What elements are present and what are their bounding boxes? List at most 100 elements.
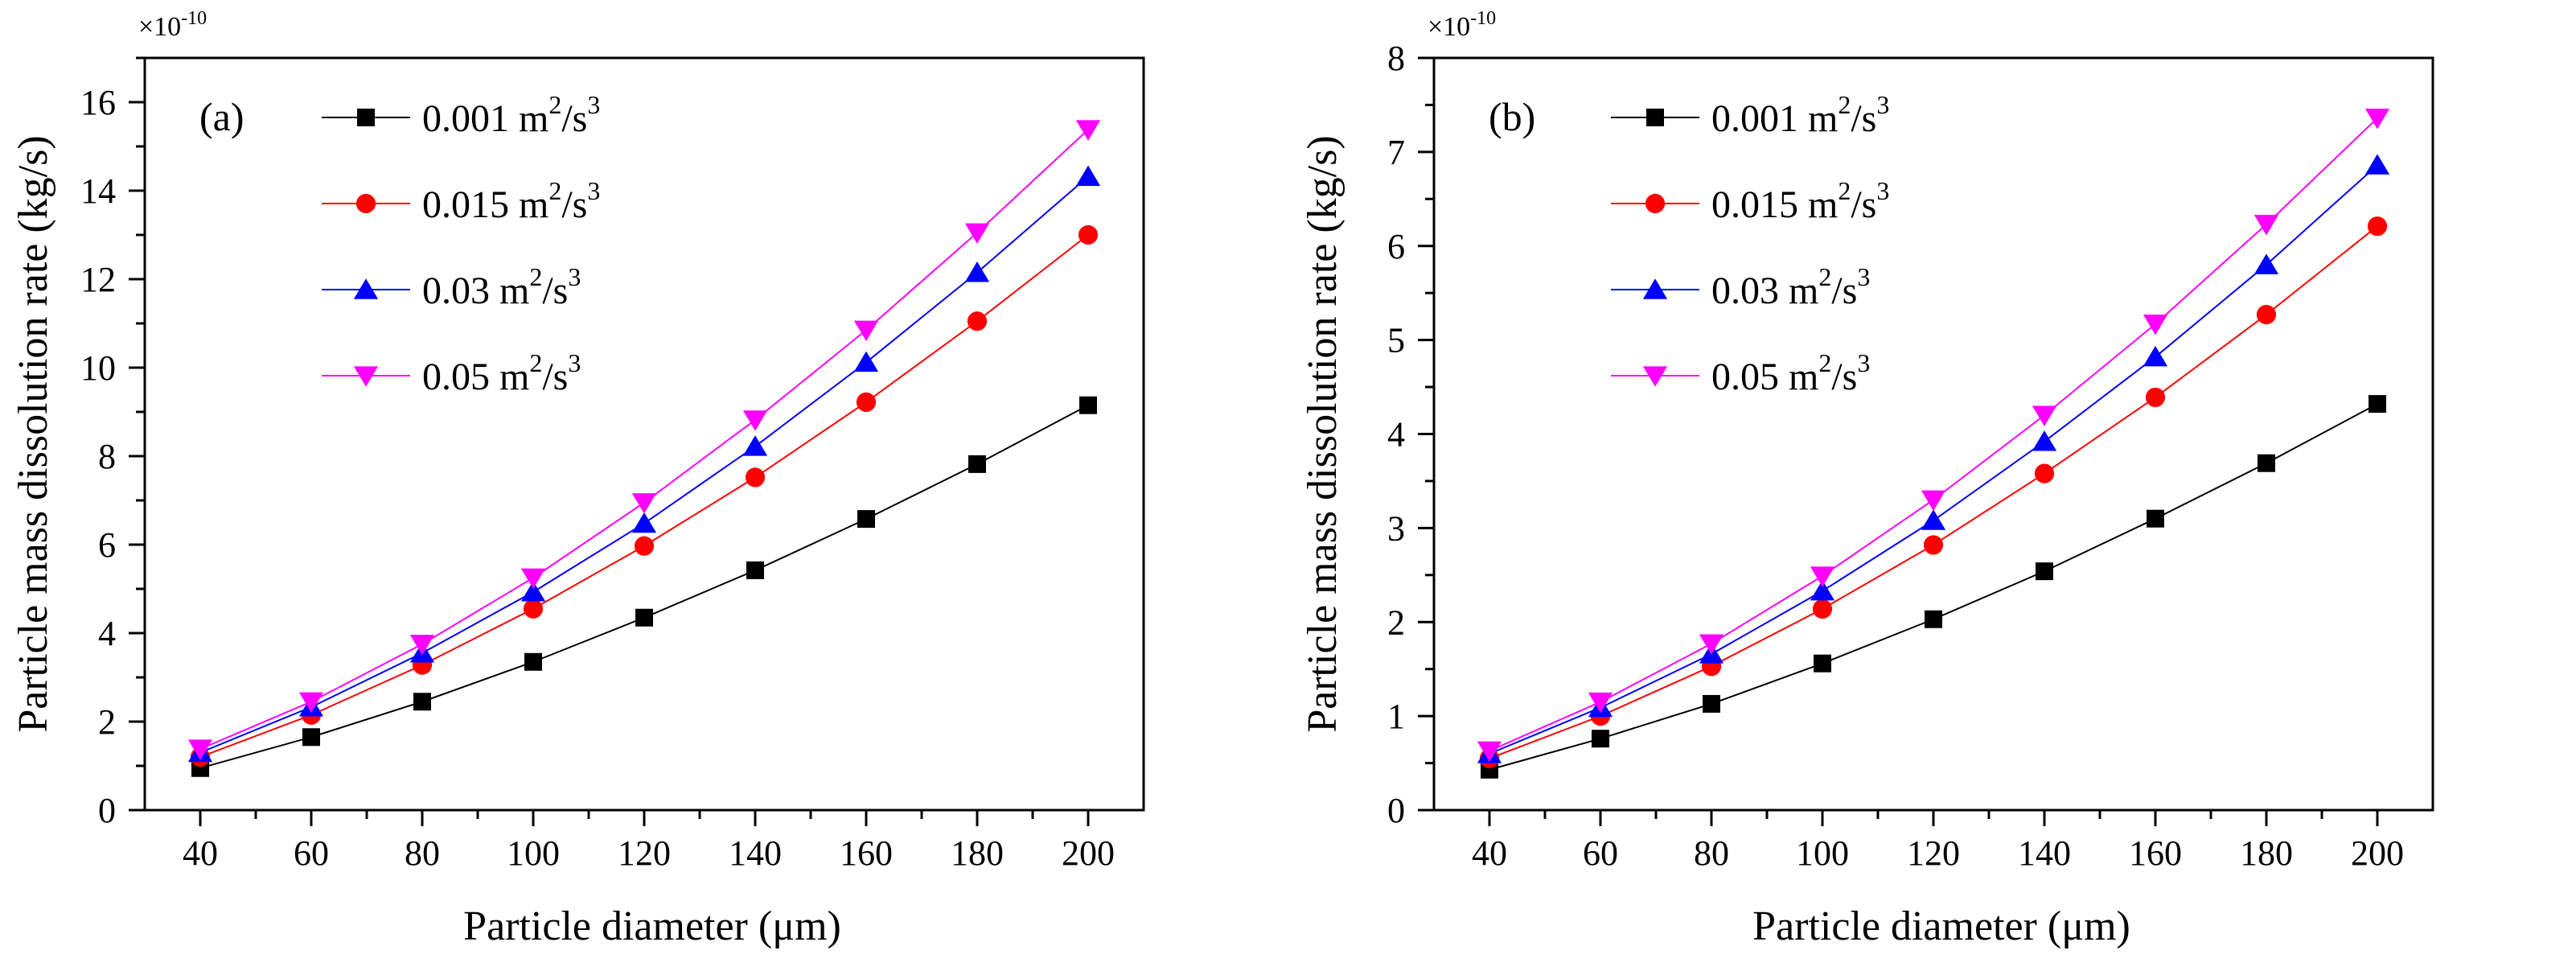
data-point-2-6 [853,351,879,372]
data-point-1-5 [2034,463,2055,483]
y-multiplier-base: ×10 [1428,12,1470,42]
data-point-0-7 [968,455,986,473]
data-point-2-5 [2032,430,2057,451]
y-multiplier-base: ×10 [138,12,181,42]
series-line-3 [1489,117,2378,752]
legend-entry-0: 0.001 m2/s3 [1611,90,1889,140]
x-tick-label: 40 [1472,833,1507,873]
legend-label: 0.03 m2/s3 [1711,262,1870,312]
data-point-3-7 [964,223,990,244]
data-point-0-1 [1592,730,1609,748]
data-point-1-8 [2367,216,2388,237]
data-point-2-7 [964,261,990,282]
x-tick-label: 140 [729,833,782,873]
series-0 [191,396,1097,777]
series-line-3 [199,129,1089,751]
legend-label-sup: 2 [1818,262,1831,291]
y-multiplier-exponent: -10 [1470,8,1496,29]
legend-marker [1645,193,1666,214]
data-point-2-7 [2253,253,2279,274]
legend-label: 0.001 m2/s3 [422,90,600,140]
legend-label-base: 0.03 m [1711,269,1818,312]
x-tick-label: 60 [294,833,329,873]
legend-label-sup: 2 [548,90,561,119]
legend-label-sup: 2 [529,348,542,377]
legend-label-sup: 2 [548,176,561,205]
x-tick-label: 200 [2351,833,2404,873]
legend-marker [357,109,375,126]
data-point-1-6 [2145,387,2166,408]
data-point-1-8 [1078,224,1099,245]
legend-label-sup: 2 [529,262,542,291]
series-2 [187,165,1101,763]
x-tick-label: 160 [2129,833,2182,873]
legend-label-base: 0.001 m [1711,97,1838,140]
legend-label-mid: /s [561,97,587,140]
legend-label: 0.05 m2/s3 [1711,348,1870,398]
data-point-3-4 [631,493,657,514]
legend-label-sup: 3 [568,348,581,377]
data-point-3-7 [2253,215,2279,236]
data-point-3-1 [1588,692,1613,714]
plot-frame [1432,56,2434,812]
y-tick-label: 0 [1387,791,1405,830]
data-point-0-7 [2258,454,2275,472]
legend-label-mid: /s [542,269,568,312]
series-line-0 [1489,403,2378,771]
data-point-0-3 [1814,654,1831,673]
data-point-2-5 [742,435,768,456]
data-point-0-1 [302,728,320,747]
data-point-2-6 [2143,345,2168,367]
y-tick-label: 14 [80,171,116,211]
data-point-0-2 [1703,694,1720,713]
legend-label-sup: 2 [1838,176,1851,205]
data-point-1-4 [1923,535,1944,555]
x-tick-label: 40 [183,833,218,873]
legend-label-mid: /s [1851,97,1876,140]
data-point-0-4 [1925,610,1942,628]
panel-label: (a) [199,94,244,139]
y-tick-label: 6 [98,525,116,565]
data-point-2-4 [631,512,657,533]
x-tick-label: 120 [618,833,671,873]
x-axis-title: Particle diameter (μm) [463,903,841,949]
series-2 [1477,154,2390,763]
legend-label-sup: 3 [1857,262,1870,291]
legend-entry-2: 0.03 m2/s3 [1611,262,1870,312]
series-3 [187,120,1101,760]
y-tick-label: 16 [80,83,116,122]
y-tick-label: 0 [98,791,116,830]
data-point-3-0 [187,739,213,760]
legend-label-base: 0.001 m [422,97,548,140]
y-tick-label: 5 [1387,321,1405,360]
legend-marker [355,193,376,214]
chart-b-svg: 40 60 80 100 120 140 160 180 200012345678Particl… [1300,8,2434,949]
y-tick-label: 4 [1387,415,1405,455]
data-point-1-5 [745,467,766,488]
y-tick-label: 2 [98,702,116,742]
data-point-3-5 [742,410,768,431]
data-point-0-6 [857,510,875,529]
data-point-1-7 [967,311,988,331]
data-point-0-8 [2369,395,2386,413]
x-axis-title: Particle diameter (μm) [1752,903,2130,949]
legend-label-base: 0.05 m [422,356,529,398]
legend-marker [353,366,379,387]
y-tick-label: 1 [1387,697,1405,736]
data-point-0-5 [2036,562,2053,581]
data-point-1-7 [2256,304,2277,325]
plot-frame [143,56,1145,812]
legend-entry-1: 0.015 m2/s3 [322,176,600,226]
data-point-3-3 [1810,566,1835,587]
legend-label-mid: /s [561,183,587,226]
data-point-0-6 [2147,509,2164,528]
y-tick-label: 12 [80,260,116,299]
y-tick-label: 3 [1387,508,1405,548]
chart-panel-b: 40 60 80 100 120 140 160 180 200 0 1 2 3 4 5 6 7 8 Particl… [1289,0,2576,971]
data-point-1-3 [1812,599,1833,619]
x-tick-label: 180 [2240,833,2293,873]
data-point-3-8 [1075,120,1101,141]
legend-entry-1: 0.015 m2/s3 [1611,176,1889,226]
legend-label-base: 0.05 m [1711,356,1818,398]
y-tick-label: 2 [1387,603,1405,642]
